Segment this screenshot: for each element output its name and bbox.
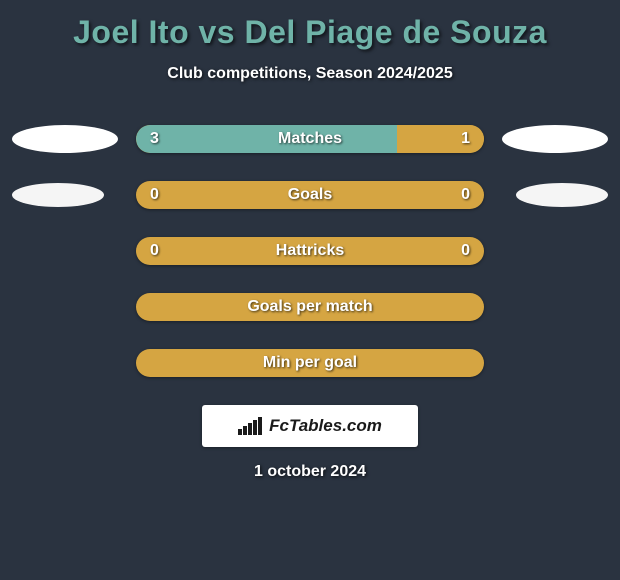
subtitle: Club competitions, Season 2024/2025 <box>8 65 612 83</box>
stat-row: Min per goal <box>8 349 612 377</box>
left-logo-slot <box>8 125 136 153</box>
footer-date: 1 october 2024 <box>8 463 612 481</box>
right-logo-slot <box>484 125 612 153</box>
stat-bar: 3 1 Matches <box>136 125 484 153</box>
stat-value-left: 0 <box>150 242 159 260</box>
page-title: Joel Ito vs Del Piage de Souza <box>8 14 612 51</box>
stat-rows: 3 1 Matches 0 0 Goals 0 0 Hattricks Goals per mat… <box>8 125 612 377</box>
club-logo-right <box>502 125 608 153</box>
stat-label: Goals <box>288 186 332 204</box>
comparison-infographic: Joel Ito vs Del Piage de Souza Club comp… <box>0 0 620 481</box>
stat-bar: Min per goal <box>136 349 484 377</box>
stat-value-left: 0 <box>150 186 159 204</box>
stat-row: 3 1 Matches <box>8 125 612 153</box>
stat-label: Min per goal <box>263 354 357 372</box>
stat-bar: Goals per match <box>136 293 484 321</box>
stat-value-right: 0 <box>461 242 470 260</box>
bar-fill-left <box>136 125 397 153</box>
club-logo-left <box>12 125 118 153</box>
left-logo-slot <box>8 183 136 207</box>
club-logo-right <box>516 183 608 207</box>
stat-row: 0 0 Goals <box>8 181 612 209</box>
brand-badge: FcTables.com <box>202 405 418 447</box>
brand-text: FcTables.com <box>269 416 382 436</box>
stat-label: Hattricks <box>276 242 344 260</box>
stat-bar: 0 0 Hattricks <box>136 237 484 265</box>
stat-label: Goals per match <box>247 298 372 316</box>
stat-row: Goals per match <box>8 293 612 321</box>
chart-icon <box>238 417 263 435</box>
stat-bar: 0 0 Goals <box>136 181 484 209</box>
stat-row: 0 0 Hattricks <box>8 237 612 265</box>
stat-value-right: 1 <box>461 130 470 148</box>
stat-label: Matches <box>278 130 342 148</box>
stat-value-right: 0 <box>461 186 470 204</box>
right-logo-slot <box>484 183 612 207</box>
stat-value-left: 3 <box>150 130 159 148</box>
bar-fill-right <box>397 125 484 153</box>
club-logo-left <box>12 183 104 207</box>
